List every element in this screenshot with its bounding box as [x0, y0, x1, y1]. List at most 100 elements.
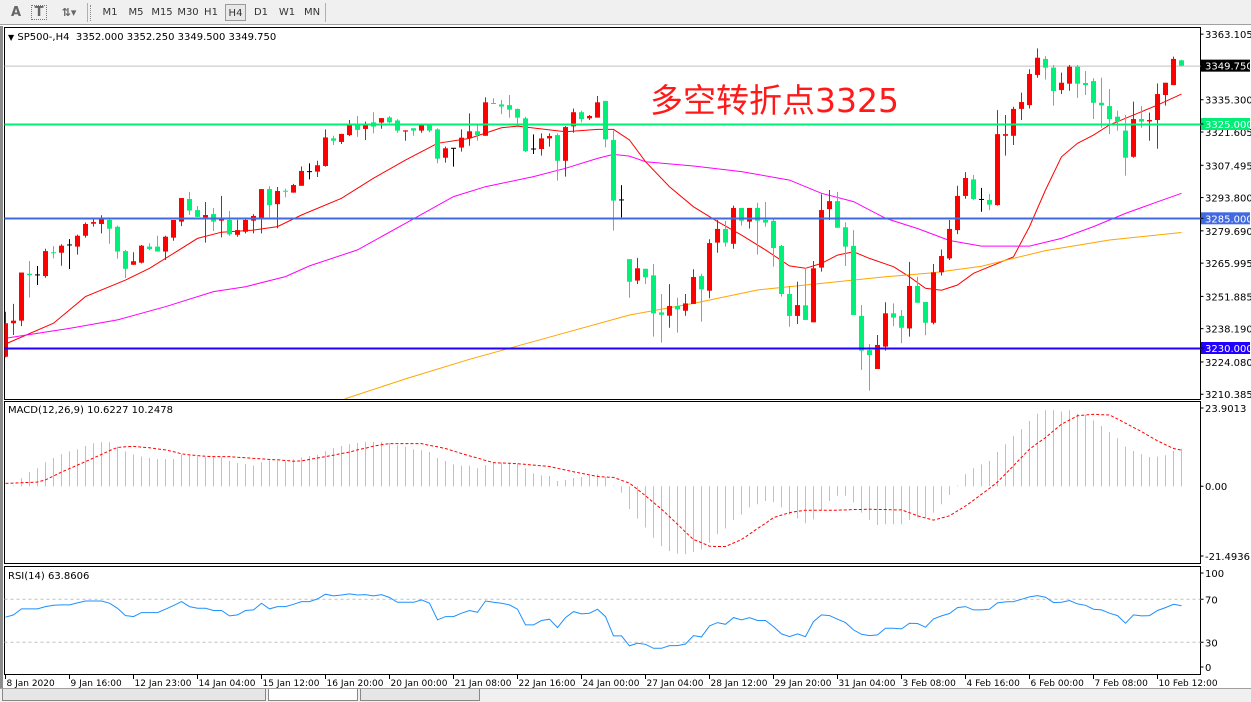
candle[interactable]: [11, 303, 16, 336]
candle[interactable]: [387, 115, 392, 124]
candle[interactable]: [723, 220, 728, 247]
candle[interactable]: [1027, 69, 1032, 109]
candle[interactable]: [235, 219, 240, 237]
timeframe-m5[interactable]: M5: [128, 7, 144, 18]
candle[interactable]: [731, 205, 736, 249]
candle[interactable]: [795, 281, 800, 324]
candle[interactable]: [515, 108, 520, 126]
candle[interactable]: [3, 311, 8, 358]
annotation-text[interactable]: 多空转折点3325: [650, 81, 899, 120]
arrows-dropdown-icon[interactable]: ⇅▾: [61, 6, 77, 19]
candle[interactable]: [1171, 56, 1176, 86]
candle[interactable]: [1115, 110, 1120, 131]
candle[interactable]: [939, 249, 944, 276]
candle[interactable]: [963, 172, 968, 199]
chart-tab[interactable]: [2, 689, 266, 701]
candle[interactable]: [979, 187, 984, 212]
timeframe-m30[interactable]: M30: [177, 7, 199, 18]
candle[interactable]: [283, 188, 288, 198]
candle[interactable]: [539, 133, 544, 156]
candle[interactable]: [875, 335, 880, 369]
candle[interactable]: [595, 95, 600, 118]
candle[interactable]: [347, 119, 352, 137]
candle[interactable]: [163, 235, 168, 261]
candle[interactable]: [451, 147, 456, 167]
candle[interactable]: [403, 130, 408, 141]
candle[interactable]: [1155, 83, 1160, 149]
candle[interactable]: [1059, 72, 1064, 95]
candle[interactable]: [643, 268, 648, 285]
candle[interactable]: [131, 252, 136, 265]
candle[interactable]: [307, 163, 312, 180]
candle[interactable]: [331, 135, 336, 145]
candle[interactable]: [1147, 112, 1152, 141]
candle[interactable]: [59, 244, 64, 266]
candle[interactable]: [227, 211, 232, 236]
timeframe-m1[interactable]: M1: [102, 7, 118, 18]
candle[interactable]: [259, 189, 264, 234]
candle[interactable]: [571, 108, 576, 133]
candle[interactable]: [779, 244, 784, 297]
candle[interactable]: [651, 264, 656, 337]
candle[interactable]: [627, 259, 632, 298]
candle[interactable]: [499, 99, 504, 115]
candle[interactable]: [1163, 82, 1168, 106]
candle[interactable]: [1179, 59, 1184, 67]
candle[interactable]: [739, 207, 744, 226]
candle[interactable]: [947, 219, 952, 261]
candle[interactable]: [323, 129, 328, 167]
toolbar-grip[interactable]: [90, 5, 93, 21]
candle[interactable]: [1067, 65, 1072, 91]
candle[interactable]: [659, 294, 664, 343]
candle[interactable]: [179, 198, 184, 227]
candle[interactable]: [275, 186, 280, 229]
timeframe-h1[interactable]: H1: [204, 7, 218, 18]
candle[interactable]: [907, 261, 912, 337]
candle[interactable]: [1011, 106, 1016, 145]
candle[interactable]: [891, 303, 896, 327]
candle[interactable]: [587, 115, 592, 120]
candle[interactable]: [147, 243, 152, 251]
candle[interactable]: [195, 206, 200, 217]
candle[interactable]: [851, 230, 856, 315]
candle[interactable]: [475, 125, 480, 141]
candle[interactable]: [507, 95, 512, 118]
candle[interactable]: [1099, 77, 1104, 128]
candle[interactable]: [955, 185, 960, 235]
candle[interactable]: [91, 218, 96, 227]
candle[interactable]: [691, 269, 696, 304]
timeframe-mn[interactable]: MN: [303, 7, 321, 18]
candle[interactable]: [411, 128, 416, 136]
candle[interactable]: [611, 130, 616, 231]
candle[interactable]: [579, 110, 584, 123]
candle[interactable]: [763, 202, 768, 227]
candle[interactable]: [1091, 78, 1096, 120]
candle[interactable]: [243, 219, 248, 234]
candle[interactable]: [531, 134, 536, 154]
candle[interactable]: [699, 273, 704, 322]
text-a-icon[interactable]: A: [10, 5, 22, 20]
candle[interactable]: [315, 160, 320, 178]
candle[interactable]: [67, 239, 72, 270]
candle[interactable]: [107, 218, 112, 244]
candle[interactable]: [635, 257, 640, 285]
candle[interactable]: [835, 191, 840, 228]
candle[interactable]: [683, 294, 688, 316]
candle[interactable]: [1075, 65, 1080, 98]
candle[interactable]: [547, 133, 552, 147]
candle[interactable]: [83, 222, 88, 238]
candle[interactable]: [1051, 65, 1056, 106]
candle[interactable]: [931, 264, 936, 325]
candle[interactable]: [859, 305, 864, 370]
candle[interactable]: [619, 185, 624, 218]
candle[interactable]: [171, 219, 176, 241]
candle[interactable]: [1107, 89, 1112, 135]
candle[interactable]: [987, 194, 992, 211]
candle[interactable]: [19, 272, 24, 327]
candle[interactable]: [1043, 56, 1048, 80]
candle[interactable]: [883, 302, 888, 351]
candle[interactable]: [35, 265, 40, 286]
candle[interactable]: [483, 97, 488, 136]
candle[interactable]: [459, 129, 464, 152]
